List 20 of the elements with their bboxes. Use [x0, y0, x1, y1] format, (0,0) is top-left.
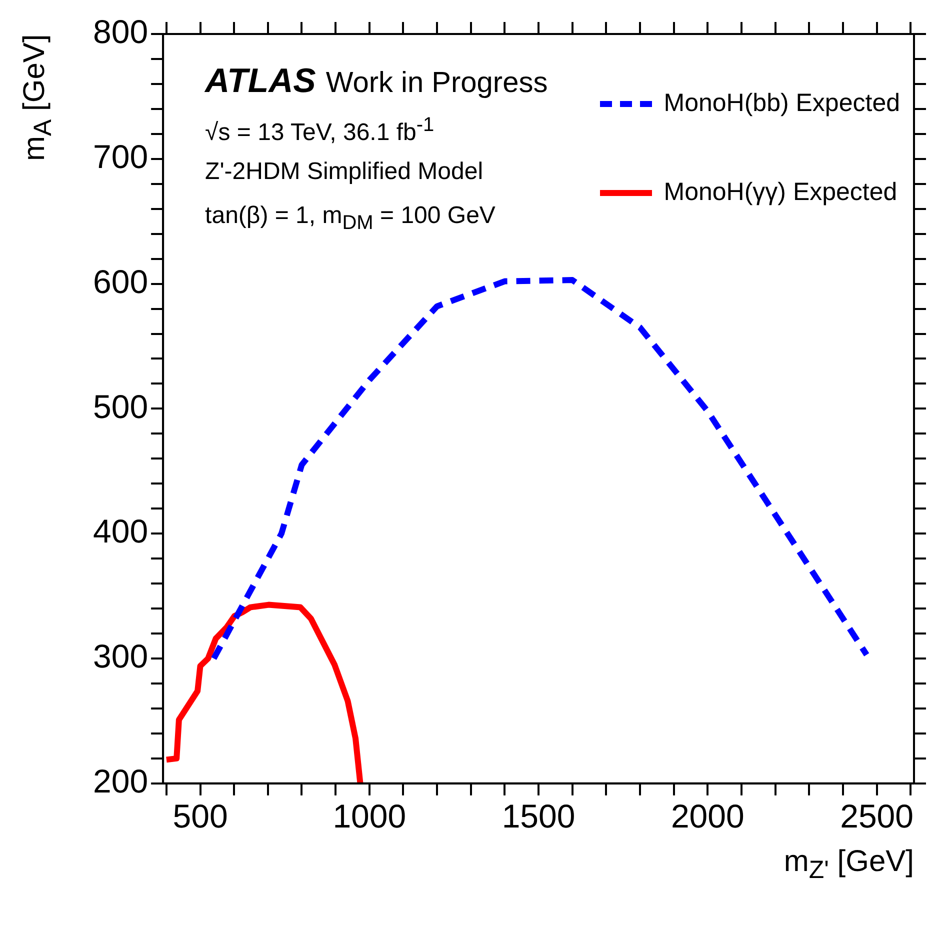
x-tick-label: 2000 [670, 797, 744, 834]
y-tick-label: 500 [92, 388, 148, 425]
x-tick-label: 500 [172, 797, 228, 834]
x-tick-label: 2500 [840, 797, 914, 834]
annotation: Work in Progress [326, 67, 548, 99]
annotation: Z'-2HDM Simplified Model [205, 158, 484, 186]
x-axis-title: m$_{Z'}$ [GeV] [784, 845, 914, 886]
y-tick-label: 200 [92, 762, 148, 800]
x-tick-label: 1500 [502, 797, 576, 834]
legend-label: MonoH(γγ) Expected [664, 178, 898, 207]
annotation: √s = 13 TeV, 36.1 fb$^{-1}$ [205, 114, 434, 147]
annotation: ATLAS [205, 62, 316, 100]
y-tick-label: 800 [92, 13, 148, 50]
y-tick-label: 700 [92, 138, 148, 175]
y-tick-label: 400 [92, 512, 148, 550]
legend-label: MonoH(bb) Expected [664, 89, 900, 118]
y-tick-label: 300 [92, 638, 148, 675]
y-tick-label: 600 [92, 262, 148, 300]
x-tick-label: 1000 [332, 797, 406, 834]
annotation: tan(β) = 1, m$_{DM}$ = 100 GeV [205, 202, 496, 235]
